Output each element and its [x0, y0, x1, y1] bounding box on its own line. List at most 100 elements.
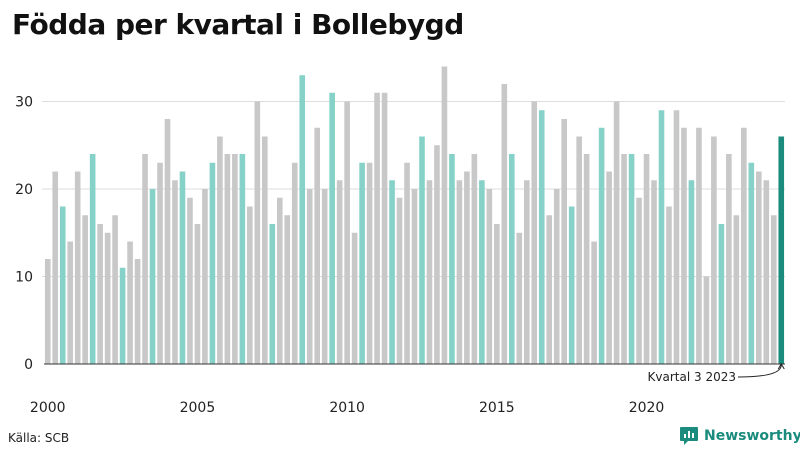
x-tick-label: 2015 [479, 400, 515, 416]
bar [741, 127, 747, 364]
bar [471, 154, 478, 364]
bar [321, 189, 328, 364]
bar [209, 162, 216, 364]
bar [696, 127, 702, 364]
bar [104, 232, 111, 364]
bar [628, 154, 635, 364]
x-tick-label: 2010 [329, 400, 365, 416]
bar [666, 206, 672, 364]
bar [546, 215, 553, 364]
bar [651, 180, 657, 364]
bar [59, 206, 66, 364]
bar [194, 224, 201, 364]
bar [359, 162, 365, 364]
bar-chart: 0 10 20 30 2000 2005 2010 2015 2020 Kvartal 3 2… [15, 66, 785, 416]
bar [254, 101, 261, 364]
bar [284, 215, 291, 364]
bar [673, 110, 680, 364]
bar [202, 189, 208, 364]
x-tick-label: 2020 [629, 400, 665, 416]
bar [643, 154, 650, 364]
bar [770, 215, 777, 364]
bar [711, 136, 717, 364]
bar [479, 180, 485, 364]
bar [523, 180, 530, 364]
bar [591, 241, 597, 364]
bar [598, 127, 605, 364]
bar [576, 136, 582, 364]
bar [127, 241, 133, 364]
bar [561, 119, 568, 364]
bar [247, 206, 253, 364]
bar [434, 145, 440, 364]
y-tick-label: 20 [15, 182, 33, 198]
x-tick-label: 2005 [180, 400, 216, 416]
bar [351, 232, 358, 364]
bar [291, 162, 298, 364]
bar [134, 259, 141, 364]
bar [261, 136, 268, 364]
bar [157, 162, 163, 364]
bar [516, 232, 523, 364]
bar [718, 224, 725, 364]
annotation-arrowhead [777, 363, 785, 370]
bar [531, 101, 538, 364]
bar [681, 127, 687, 364]
bar [494, 224, 500, 364]
bar [179, 171, 186, 364]
bars [44, 66, 785, 364]
bar [44, 259, 51, 364]
y-axis-ticks: 0 10 20 30 [15, 95, 33, 374]
bar [269, 224, 276, 364]
bar [306, 189, 313, 364]
y-tick-label: 10 [15, 270, 33, 286]
bar [374, 92, 380, 364]
bar [224, 154, 231, 364]
bar [336, 180, 343, 364]
bar [404, 162, 410, 364]
bar [733, 215, 740, 364]
annotation-arrow [737, 364, 782, 378]
annotation: Kvartal 3 2023 [648, 363, 785, 384]
bar [621, 154, 627, 364]
bar [314, 127, 321, 364]
bar [119, 267, 126, 364]
bar [501, 84, 508, 364]
x-tick-label: 2000 [30, 400, 66, 416]
bar [187, 197, 193, 364]
bar [748, 162, 755, 364]
bar [232, 154, 238, 364]
y-tick-label: 0 [24, 357, 33, 373]
bar [763, 180, 770, 364]
bar [449, 154, 455, 364]
bar [755, 171, 762, 364]
bar [568, 206, 575, 364]
chart-title: Födda per kvartal i Bollebygd [12, 8, 464, 41]
brand-logo: Newsworthy [679, 426, 800, 446]
bar [508, 154, 515, 364]
bar [276, 197, 283, 364]
brand-name: Newsworthy [704, 428, 800, 444]
bar [82, 215, 88, 364]
bar [329, 92, 335, 364]
bar [464, 171, 470, 364]
y-tick-label: 30 [15, 95, 33, 111]
bar [726, 154, 732, 364]
annotation-label: Kvartal 3 2023 [648, 370, 736, 384]
bar [112, 215, 118, 364]
bar [688, 180, 695, 364]
bar [538, 110, 545, 364]
bar [52, 171, 59, 364]
bar [636, 197, 642, 364]
bar [381, 92, 388, 364]
newsworthy-logo-icon [680, 427, 698, 445]
bar [703, 276, 710, 364]
bar [217, 136, 223, 364]
bar [142, 154, 148, 364]
bar [658, 110, 665, 364]
bar [67, 241, 74, 364]
x-axis: 2000 2005 2010 2015 2020 [30, 363, 785, 416]
bar [426, 180, 433, 364]
source-label: Källa: SCB [8, 431, 70, 445]
bar [97, 224, 103, 364]
